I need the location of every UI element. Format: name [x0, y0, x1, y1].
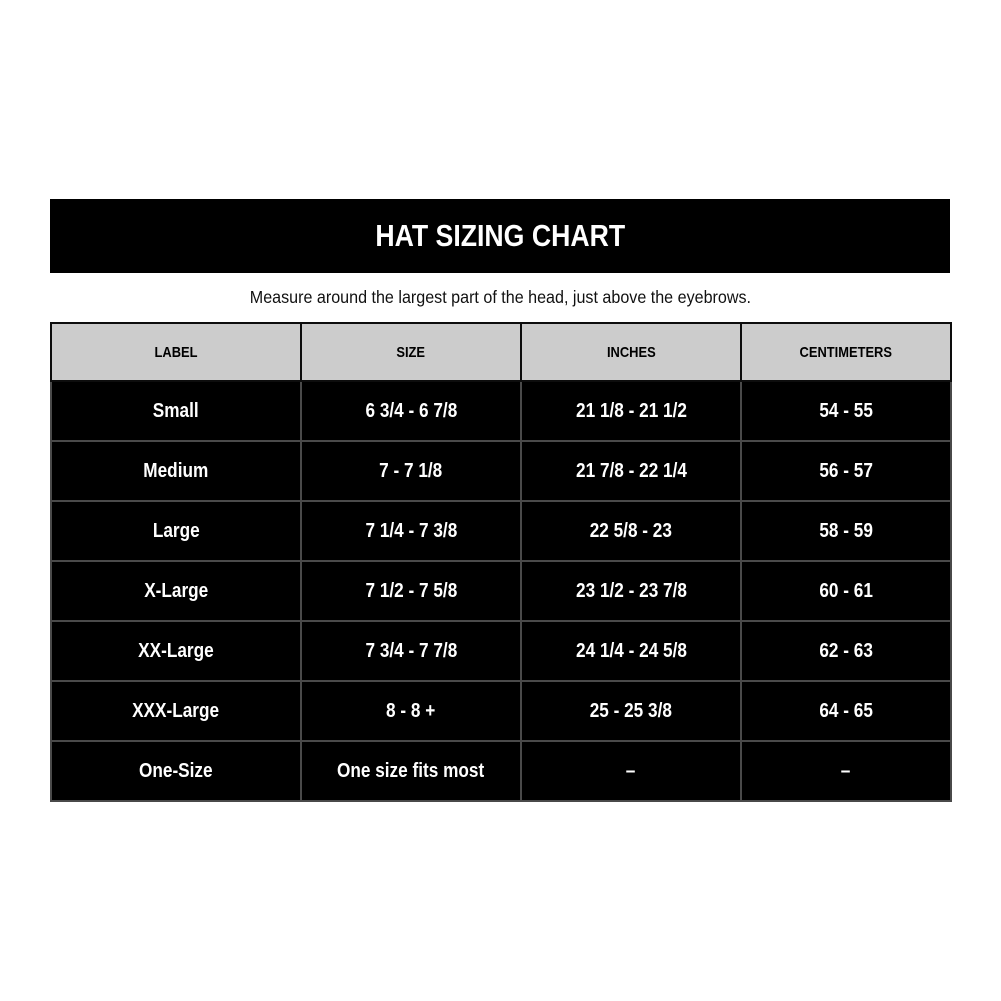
sizing-table: LABEL SIZE INCHES CENTIMETERS Small 6 3/… [50, 322, 952, 802]
cell-label: XXX-Large [50, 680, 302, 742]
title-banner: HAT SIZING CHART [50, 199, 950, 273]
measure-instruction: Measure around the largest part of the h… [249, 287, 751, 307]
cell-inches: 21 1/8 - 21 1/2 [520, 380, 742, 442]
cell-centimeters: – [740, 740, 952, 802]
cell-inches: 23 1/2 - 23 7/8 [520, 560, 742, 622]
cell-centimeters: 64 - 65 [740, 680, 952, 742]
cell-centimeters: 56 - 57 [740, 440, 952, 502]
column-header-inches: INCHES [520, 322, 742, 382]
cell-size: 7 1/4 - 7 3/8 [300, 500, 522, 562]
table-row-large: Large 7 1/4 - 7 3/8 22 5/8 - 23 58 - 59 [50, 500, 952, 562]
cell-centimeters: 54 - 55 [740, 380, 952, 442]
cell-label: One-Size [50, 740, 302, 802]
cell-label: Small [50, 380, 302, 442]
cell-inches: 22 5/8 - 23 [520, 500, 742, 562]
cell-label: X-Large [50, 560, 302, 622]
page-title: HAT SIZING CHART [375, 218, 625, 253]
cell-size: 8 - 8 + [300, 680, 522, 742]
cell-label: Large [50, 500, 302, 562]
cell-size: 7 - 7 1/8 [300, 440, 522, 502]
cell-inches: 25 - 25 3/8 [520, 680, 742, 742]
cell-inches: 24 1/4 - 24 5/8 [520, 620, 742, 682]
table-row-xx-large: XX-Large 7 3/4 - 7 7/8 24 1/4 - 24 5/8 6… [50, 620, 952, 682]
cell-inches: 21 7/8 - 22 1/4 [520, 440, 742, 502]
column-header-size: SIZE [300, 322, 522, 382]
table-row-xxx-large: XXX-Large 8 - 8 + 25 - 25 3/8 64 - 65 [50, 680, 952, 742]
cell-centimeters: 58 - 59 [740, 500, 952, 562]
cell-size: 6 3/4 - 6 7/8 [300, 380, 522, 442]
column-header-label: LABEL [50, 322, 302, 382]
table-row-small: Small 6 3/4 - 6 7/8 21 1/8 - 21 1/2 54 -… [50, 380, 952, 442]
cell-centimeters: 62 - 63 [740, 620, 952, 682]
table-header-row: LABEL SIZE INCHES CENTIMETERS [50, 322, 952, 382]
table-row-medium: Medium 7 - 7 1/8 21 7/8 - 22 1/4 56 - 57 [50, 440, 952, 502]
cell-size: 7 1/2 - 7 5/8 [300, 560, 522, 622]
cell-inches: – [520, 740, 742, 802]
cell-centimeters: 60 - 61 [740, 560, 952, 622]
cell-size: 7 3/4 - 7 7/8 [300, 620, 522, 682]
column-header-centimeters: CENTIMETERS [740, 322, 952, 382]
cell-label: XX-Large [50, 620, 302, 682]
cell-size: One size fits most [300, 740, 522, 802]
cell-label: Medium [50, 440, 302, 502]
table-row-one-size: One-Size One size fits most – – [50, 740, 952, 802]
table-row-x-large: X-Large 7 1/2 - 7 5/8 23 1/2 - 23 7/8 60… [50, 560, 952, 622]
hat-sizing-chart: HAT SIZING CHART Measure around the larg… [50, 199, 952, 802]
subtitle-band: Measure around the largest part of the h… [50, 273, 950, 322]
